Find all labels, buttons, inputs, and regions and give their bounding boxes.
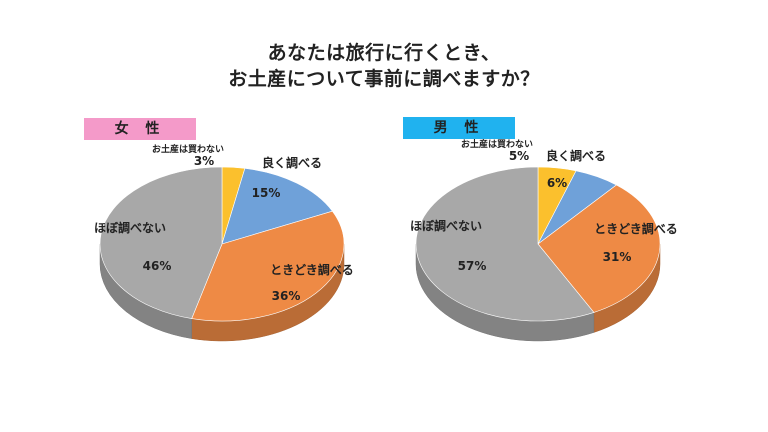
title-line-2: お土産について事前に調べますか？ [228, 68, 540, 90]
pie-male-label-3: ほぼ調べない [410, 218, 482, 233]
pie-female-value-3: 46% [143, 259, 172, 273]
male-badge: 男 性 [403, 117, 515, 139]
pie-male-label-2: ときどき調べる [594, 221, 678, 236]
pie-female-tops [99, 166, 345, 322]
pie-male-label-1: 良く調べる [546, 148, 606, 163]
pie-female-slice-2 [191, 210, 345, 322]
pie-male-value-1: 6% [547, 176, 567, 190]
pie-male-value-0: 5% [509, 149, 529, 163]
pie-male-slice-3 [415, 166, 595, 322]
pie-female-value-1: 15% [252, 186, 281, 200]
pie-female-label-1: 良く調べる [262, 155, 322, 170]
female-badge: 女 性 [84, 118, 196, 140]
pie-female-label-3: ほぼ調べない [94, 220, 166, 235]
pie-female-slice-1 [221, 168, 333, 245]
pie-male-value-3: 57% [458, 259, 487, 273]
pie-female-value-2: 36% [272, 289, 301, 303]
pie-female-label-0: お土産は買わない [152, 143, 224, 155]
pie-male-tops [415, 166, 661, 322]
chart-title: あなたは旅行に行くとき、 お土産について事前に調べますか？ [0, 40, 768, 92]
pie-female-label-2: ときどき調べる [270, 262, 354, 277]
pie-female-slice-3 [99, 166, 223, 319]
title-line-1: あなたは旅行に行くとき、 [267, 42, 501, 64]
pie-female-value-0: 3% [194, 154, 214, 168]
pie-male-slice-2 [537, 184, 661, 313]
pie-male-value-2: 31% [603, 250, 632, 264]
pie-male-label-0: お土産は買わない [461, 138, 533, 150]
